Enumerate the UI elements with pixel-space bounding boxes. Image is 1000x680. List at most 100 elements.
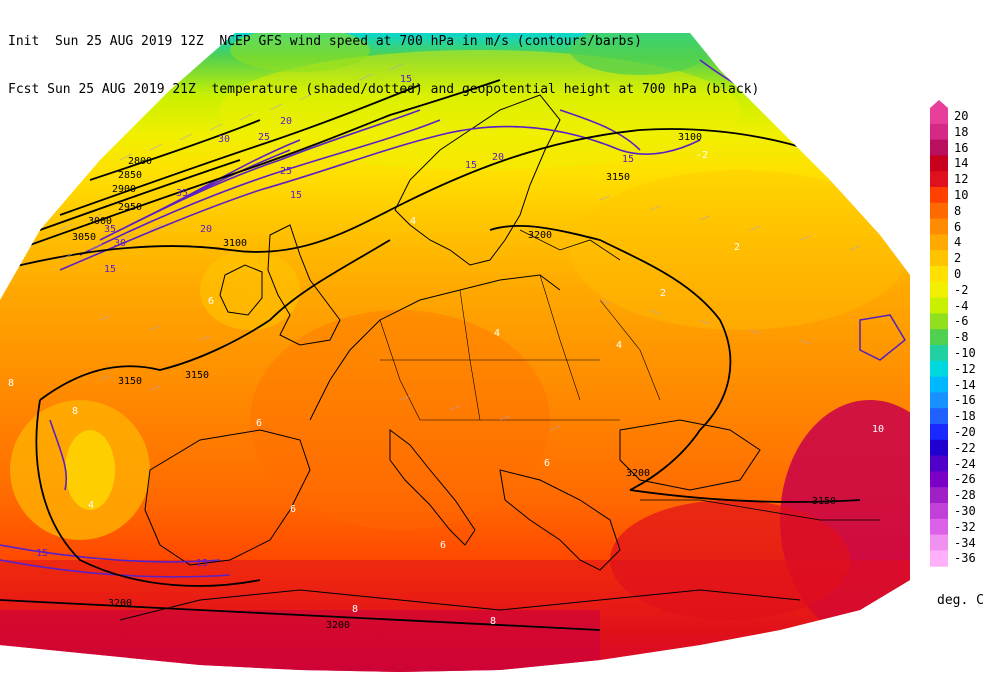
legend-tick-label: 8 xyxy=(954,203,962,218)
temp-label: 2 xyxy=(660,288,666,299)
height-label: 3200 xyxy=(626,468,650,479)
height-label: 3100 xyxy=(223,238,247,249)
wind-label: 15 xyxy=(104,264,116,275)
height-label: 3150 xyxy=(812,496,836,507)
legend-tick-label: -36 xyxy=(954,551,976,566)
height-label: 3100 xyxy=(678,132,702,143)
legend-colorbar xyxy=(930,100,948,567)
height-label: 3200 xyxy=(108,598,132,609)
legend-swatch xyxy=(930,266,948,283)
temp-label: 6 xyxy=(256,418,262,429)
legend-unit: deg. C xyxy=(937,593,984,608)
legend-tick-label: -2 xyxy=(954,282,969,297)
height-label: 3200 xyxy=(528,230,552,241)
legend-tick-label: -14 xyxy=(954,377,976,392)
temp-label: 6 xyxy=(290,504,296,515)
height-label: 3150 xyxy=(118,376,142,387)
legend-swatch xyxy=(930,250,948,267)
temperature-labels: -2 4 6 8 6 4 4 2 4 6 8 10 6 6 8 8 2 xyxy=(8,150,884,627)
temp-label: 4 xyxy=(616,340,622,351)
legend-tick-label: -16 xyxy=(954,393,976,408)
legend-tick-label: 4 xyxy=(954,235,962,250)
legend-tick-label: -22 xyxy=(954,440,976,455)
legend-tick-label: 6 xyxy=(954,219,962,234)
header-forecast-line: Fcst Sun 25 AUG 2019 21Z temperature (sh… xyxy=(8,82,760,97)
legend-tick-label: -8 xyxy=(954,330,969,345)
temp-label: 2 xyxy=(734,242,740,253)
legend-swatch xyxy=(930,281,948,299)
legend-swatch xyxy=(930,155,948,172)
wind-label: 30 xyxy=(114,238,126,249)
legend-tick-label: -26 xyxy=(954,472,976,487)
legend-swatch xyxy=(930,471,948,488)
height-label: 3000 xyxy=(88,216,112,227)
wind-label: 15 xyxy=(196,558,208,569)
legend-swatch xyxy=(930,550,948,567)
wind-label: 35 xyxy=(104,224,116,235)
legend-swatch xyxy=(930,455,948,472)
legend-swatch xyxy=(930,392,948,409)
legend-swatch xyxy=(930,297,948,314)
temp-label: 8 xyxy=(490,616,496,627)
temp-label: -2 xyxy=(696,150,708,161)
legend-swatch xyxy=(930,202,948,220)
wind-label: 15 xyxy=(465,160,477,171)
legend-tick-label: 12 xyxy=(954,172,969,187)
legend-tick-label: -18 xyxy=(954,409,976,424)
legend-swatch xyxy=(930,187,948,204)
legend-tick-label: -10 xyxy=(954,346,976,360)
legend-tick-label: -6 xyxy=(954,314,969,329)
legend-swatch xyxy=(930,360,948,378)
height-label: 2900 xyxy=(112,184,136,195)
temp-label: 4 xyxy=(494,328,500,339)
wind-label: 20 xyxy=(200,224,212,235)
legend-swatch xyxy=(930,376,948,393)
legend-tick-label: -32 xyxy=(954,519,976,534)
legend-swatch xyxy=(930,218,948,235)
wind-label: 25 xyxy=(258,132,270,143)
temp-label: 4 xyxy=(88,500,94,511)
legend-swatch xyxy=(930,234,948,251)
height-label: 3150 xyxy=(606,172,630,183)
legend-swatch xyxy=(930,171,948,188)
wind-label: 20 xyxy=(492,152,504,163)
temp-label: 4 xyxy=(410,216,416,227)
temp-label: 8 xyxy=(72,406,78,417)
legend-swatch xyxy=(930,329,948,346)
legend-swatch xyxy=(930,345,948,362)
height-labels: 2800 2850 2900 2950 3000 3050 3100 3100 … xyxy=(72,132,836,631)
legend-swatch xyxy=(930,534,948,551)
temp-label: 6 xyxy=(544,458,550,469)
temp-label: 10 xyxy=(872,424,884,435)
legend-tick-label: -4 xyxy=(954,298,969,313)
legend-tick-label: -20 xyxy=(954,425,976,439)
temp-label: 6 xyxy=(440,540,446,551)
legend-tick-label: -34 xyxy=(954,535,976,550)
legend-tick-label: -30 xyxy=(954,504,976,518)
legend-swatch xyxy=(930,123,948,141)
legend-swatch xyxy=(930,408,948,425)
legend-swatch xyxy=(930,313,948,330)
wind-label: 15 xyxy=(400,74,412,85)
legend-tick-label: 16 xyxy=(954,140,969,155)
legend-swatch xyxy=(930,518,948,536)
height-label: 2800 xyxy=(128,156,152,167)
height-label: 3200 xyxy=(326,620,350,631)
legend-swatch xyxy=(930,487,948,504)
header-init-line: Init Sun 25 AUG 2019 12Z NCEP GFS wind s… xyxy=(8,34,642,49)
legend-swatch xyxy=(930,503,948,520)
temp-label: 6 xyxy=(208,296,214,307)
wind-label: 15 xyxy=(622,154,634,165)
legend-tick-label: -12 xyxy=(954,361,976,376)
legend-tick-label: 0 xyxy=(954,267,962,281)
legend-swatch xyxy=(930,108,948,125)
legend-tick-label: -28 xyxy=(954,488,976,503)
legend-tick-label: 18 xyxy=(954,124,969,139)
height-label: 3050 xyxy=(72,232,96,243)
legend-tick-label: -24 xyxy=(954,456,976,471)
temp-label: 8 xyxy=(352,604,358,615)
legend-swatch xyxy=(930,139,948,156)
height-label: 2950 xyxy=(118,202,142,213)
legend-tick-label: 14 xyxy=(954,156,969,171)
wind-label: 30 xyxy=(218,134,230,145)
